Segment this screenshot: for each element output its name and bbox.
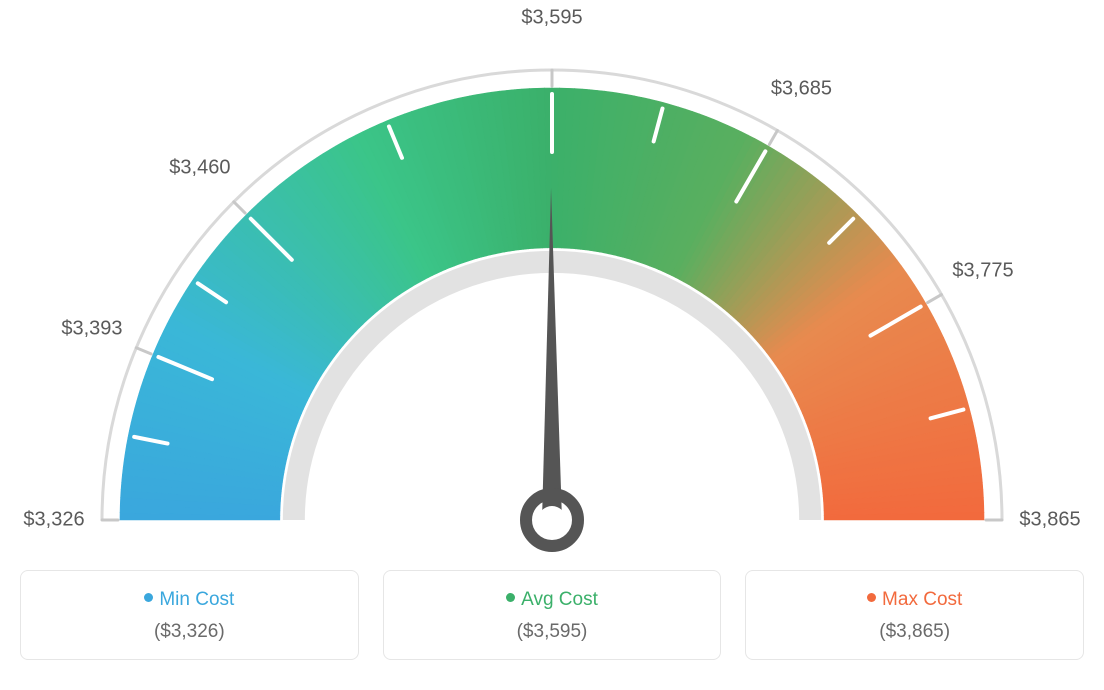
legend-min-value: ($3,326) <box>33 621 346 643</box>
gauge-tick-label: $3,685 <box>771 77 832 100</box>
gauge-tick-label: $3,775 <box>952 259 1013 282</box>
legend-min-label: Min Cost <box>159 589 234 610</box>
legend-min-title: Min Cost <box>33 589 346 611</box>
legend-max-label: Max Cost <box>882 589 962 610</box>
gauge-tick-label: $3,595 <box>521 7 582 30</box>
gauge-svg <box>20 20 1084 560</box>
gauge-tick-label: $3,393 <box>61 318 122 341</box>
dot-min <box>144 593 153 602</box>
gauge-tick-label: $3,460 <box>169 156 230 179</box>
legend-row: Min Cost ($3,326) Avg Cost ($3,595) Max … <box>20 570 1084 660</box>
legend-card-min: Min Cost ($3,326) <box>20 570 359 660</box>
dot-avg <box>506 593 515 602</box>
gauge-tick-label: $3,326 <box>23 509 84 532</box>
legend-avg-title: Avg Cost <box>396 589 709 611</box>
legend-card-max: Max Cost ($3,865) <box>745 570 1084 660</box>
gauge-tick-label: $3,865 <box>1019 509 1080 532</box>
legend-max-title: Max Cost <box>758 589 1071 611</box>
cost-gauge: $3,326$3,393$3,460$3,595$3,685$3,775$3,8… <box>20 20 1084 560</box>
legend-card-avg: Avg Cost ($3,595) <box>383 570 722 660</box>
legend-max-value: ($3,865) <box>758 621 1071 643</box>
legend-avg-label: Avg Cost <box>521 589 598 610</box>
legend-avg-value: ($3,595) <box>396 621 709 643</box>
dot-max <box>867 593 876 602</box>
